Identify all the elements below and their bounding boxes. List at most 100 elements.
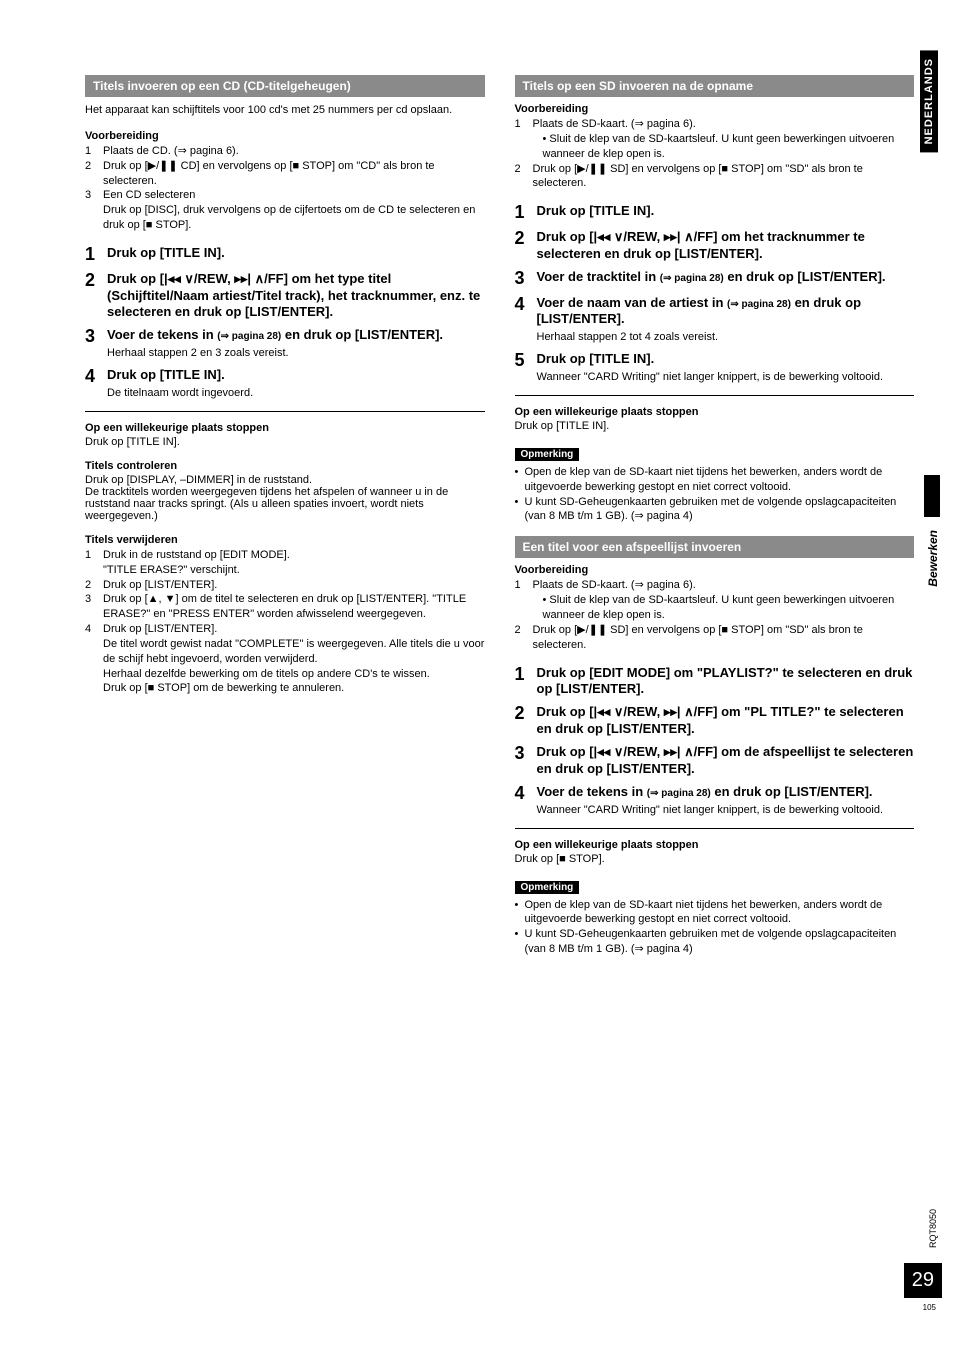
prep-row: 1Plaats de SD-kaart. (⇒ pagina 6).: [515, 117, 915, 132]
bullet-row: •U kunt SD-Geheugenkaarten gebruiken met…: [515, 927, 915, 957]
prep-row: 2Druk op [▶/❚❚ CD] en vervolgens op [■ S…: [85, 159, 485, 189]
numbered-step: 1Druk op [EDIT MODE] om "PLAYLIST?" te s…: [515, 665, 915, 699]
doc-code: RQT8050: [928, 1209, 938, 1248]
prep-row: 1Druk in de ruststand op [EDIT MODE]."TI…: [85, 548, 485, 578]
numbered-step: 3Voer de tracktitel in (⇒ pagina 28) en …: [515, 269, 915, 289]
step-number: 2: [85, 271, 107, 322]
prep-row: 1Plaats de CD. (⇒ pagina 6).: [85, 144, 485, 159]
step-number: 4: [85, 367, 107, 401]
divider: [85, 411, 485, 412]
step-note: Herhaal stappen 2 tot 4 zoals vereist.: [537, 330, 915, 345]
bullet-text: U kunt SD-Geheugenkaarten gebruiken met …: [525, 927, 915, 957]
bullet-text: U kunt SD-Geheugenkaarten gebruiken met …: [525, 495, 915, 525]
stop2-text: Druk op [■ STOP].: [515, 853, 915, 865]
step-number: 1: [515, 665, 537, 699]
numbered-step: 2Druk op [|◂◂ ∨/REW, ▸▸| ∧/FF] om het ty…: [85, 271, 485, 322]
prep-row: 2Druk op [▶/❚❚ SD] en vervolgens op [■ S…: [515, 623, 915, 653]
steps-left: 1Druk op [TITLE IN]. 2Druk op [|◂◂ ∨/REW,…: [85, 245, 485, 401]
page-content: Titels invoeren op een CD (CD-titelgeheu…: [0, 0, 954, 1009]
step-title: Druk op [|◂◂ ∨/REW, ▸▸| ∧/FF] om de afsp…: [537, 744, 915, 778]
prep-list-right: 1Plaats de SD-kaart. (⇒ pagina 6).• Slui…: [515, 117, 915, 191]
prep-num: 1: [515, 117, 533, 132]
prep-num: [515, 593, 533, 623]
prep-row: 2Druk op [LIST/ENTER].: [85, 578, 485, 593]
prep-heading: Voorbereiding: [85, 130, 485, 142]
bullet-row: •Open de klep van de SD-kaart niet tijde…: [515, 465, 915, 495]
prep-num: 1: [85, 144, 103, 159]
prep-num: [85, 203, 103, 233]
prep-num: 3: [85, 188, 103, 203]
step-title: Druk op [EDIT MODE] om "PLAYLIST?" te se…: [537, 665, 915, 699]
prep-text: Druk op [DISC], druk vervolgens op de ci…: [103, 203, 485, 233]
step-body: Druk op [TITLE IN].: [107, 245, 485, 265]
intro-text: Het apparaat kan schijftitels voor 100 c…: [85, 103, 485, 118]
stop2-heading: Op een willekeurige plaats stoppen: [515, 839, 915, 851]
step-number: 4: [515, 295, 537, 346]
step-title: Druk op [TITLE IN].: [537, 351, 915, 368]
prep-num: [515, 132, 533, 162]
section-header-playlist: Een titel voor een afspeellijst invoeren: [515, 536, 915, 558]
step-body: Voer de tekens in (⇒ pagina 28) en druk …: [107, 327, 485, 361]
step-title: Druk op [TITLE IN].: [537, 203, 915, 220]
step-note: Wanneer "CARD Writing" niet langer knipp…: [537, 803, 915, 818]
steps-right: 1Druk op [TITLE IN].2Druk op [|◂◂ ∨/REW,…: [515, 203, 915, 385]
prep-num: 1: [85, 548, 103, 578]
numbered-step: 4Druk op [TITLE IN].De titelnaam wordt i…: [85, 367, 485, 401]
step-body: Voer de tracktitel in (⇒ pagina 28) en d…: [537, 269, 915, 289]
bullet-text: Open de klep van de SD-kaart niet tijden…: [525, 465, 915, 495]
notes-1: •Open de klep van de SD-kaart niet tijde…: [515, 465, 915, 524]
step-title: Voer de tekens in (⇒ pagina 28) en druk …: [107, 327, 485, 344]
step-body: Druk op [EDIT MODE] om "PLAYLIST?" te se…: [537, 665, 915, 699]
section-header-cd: Titels invoeren op een CD (CD-titelgeheu…: [85, 75, 485, 97]
step-body: Druk op [TITLE IN].De titelnaam wordt in…: [107, 367, 485, 401]
numbered-step: 4Voer de tekens in (⇒ pagina 28) en druk…: [515, 784, 915, 818]
note-label: Opmerking: [515, 448, 580, 461]
step-title: Voer de tekens in (⇒ pagina 28) en druk …: [537, 784, 915, 801]
step-title: Druk op [|◂◂ ∨/REW, ▸▸| ∧/FF] om het tra…: [537, 229, 915, 263]
numbered-step: 1Druk op [TITLE IN].: [85, 245, 485, 265]
step-number: 2: [515, 704, 537, 738]
prep-text: Plaats de SD-kaart. (⇒ pagina 6).: [533, 578, 915, 593]
prep-text: • Sluit de klep van de SD-kaartsleuf. U …: [533, 593, 915, 623]
step-number: 5: [515, 351, 537, 385]
side-tab-marker: [924, 475, 940, 517]
step-body: Voer de tekens in (⇒ pagina 28) en druk …: [537, 784, 915, 818]
prep-row: 4Druk op [LIST/ENTER].De titel wordt gew…: [85, 622, 485, 696]
step-title: Druk op [TITLE IN].: [107, 245, 485, 262]
page-number: 29: [904, 1263, 942, 1298]
check-heading: Titels controleren: [85, 460, 485, 472]
prep-list-2: 1Plaats de SD-kaart. (⇒ pagina 6).• Slui…: [515, 578, 915, 652]
prep-num: 1: [515, 578, 533, 593]
numbered-step: 2Druk op [|◂◂ ∨/REW, ▸▸| ∧/FF] om het tr…: [515, 229, 915, 263]
prep-row: 3Druk op [▲, ▼] om de titel te selectere…: [85, 592, 485, 622]
numbered-step: 5Druk op [TITLE IN].Wanneer "CARD Writin…: [515, 351, 915, 385]
step-number: 1: [515, 203, 537, 223]
prep-num: 3: [85, 592, 103, 622]
prep-text: Druk op [LIST/ENTER].: [103, 578, 485, 593]
side-section-label: Bewerken: [926, 530, 940, 587]
bullet-text: Open de klep van de SD-kaart niet tijden…: [525, 898, 915, 928]
step-number: 3: [515, 744, 537, 778]
side-tab-language: NEDERLANDS: [920, 50, 938, 152]
numbered-step: 1Druk op [TITLE IN].: [515, 203, 915, 223]
divider: [515, 828, 915, 829]
prep-heading-r: Voorbereiding: [515, 103, 915, 115]
prep-row: • Sluit de klep van de SD-kaartsleuf. U …: [515, 593, 915, 623]
step-body: Druk op [|◂◂ ∨/REW, ▸▸| ∧/FF] om de afsp…: [537, 744, 915, 778]
bullet-row: •Open de klep van de SD-kaart niet tijde…: [515, 898, 915, 928]
small-page-number: 105: [923, 1303, 936, 1312]
step-title: Druk op [|◂◂ ∨/REW, ▸▸| ∧/FF] om het typ…: [107, 271, 485, 322]
divider: [515, 395, 915, 396]
prep-row: 1Plaats de SD-kaart. (⇒ pagina 6).: [515, 578, 915, 593]
prep2-heading: Voorbereiding: [515, 564, 915, 576]
prep-num: 2: [515, 623, 533, 653]
prep-text: • Sluit de klep van de SD-kaartsleuf. U …: [533, 132, 915, 162]
numbered-step: 2Druk op [|◂◂ ∨/REW, ▸▸| ∧/FF] om "PL TI…: [515, 704, 915, 738]
numbered-step: 3Druk op [|◂◂ ∨/REW, ▸▸| ∧/FF] om de afs…: [515, 744, 915, 778]
bullet-dot-icon: •: [515, 927, 525, 957]
prep-text: Druk op [▶/❚❚ SD] en vervolgens op [■ ST…: [533, 623, 915, 653]
prep-text: Een CD selecteren: [103, 188, 485, 203]
prep-row: 3Een CD selecteren: [85, 188, 485, 203]
prep-num: 2: [515, 162, 533, 192]
step-body: Druk op [|◂◂ ∨/REW, ▸▸| ∧/FF] om "PL TIT…: [537, 704, 915, 738]
